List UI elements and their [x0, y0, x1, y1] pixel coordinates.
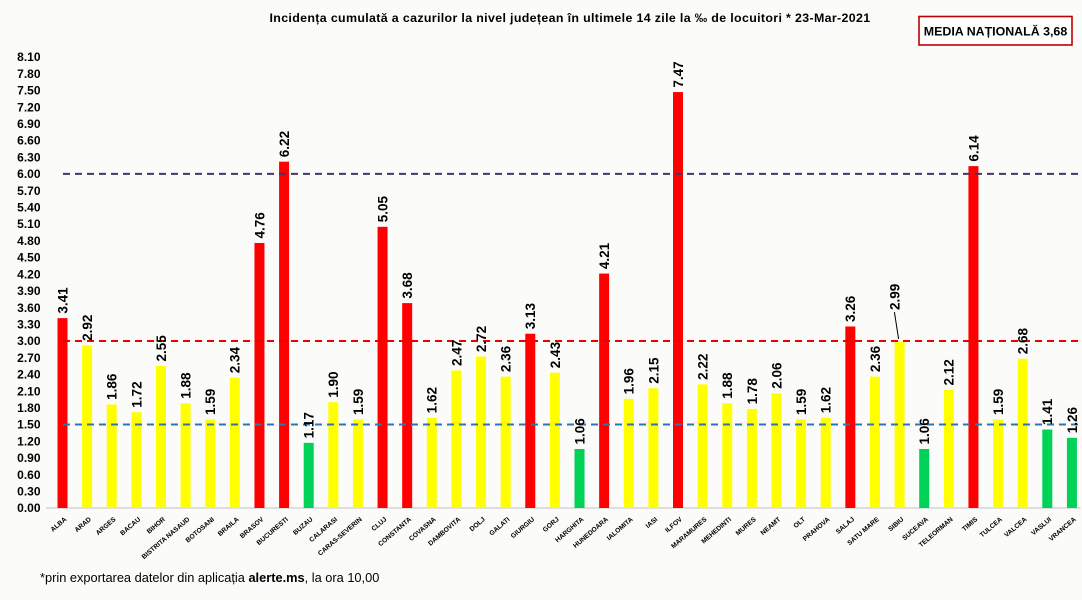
svg-text:2.92: 2.92	[80, 315, 95, 341]
svg-text:0.30: 0.30	[17, 485, 41, 499]
svg-text:1.96: 1.96	[622, 368, 637, 395]
svg-text:6.60: 6.60	[17, 134, 41, 148]
svg-text:3.41: 3.41	[55, 287, 70, 314]
svg-text:2.55: 2.55	[154, 335, 169, 362]
svg-text:1.59: 1.59	[794, 389, 809, 415]
svg-text:3.30: 3.30	[17, 318, 41, 332]
svg-text:1.59: 1.59	[203, 389, 218, 415]
svg-text:7.50: 7.50	[17, 84, 41, 98]
svg-text:6.22: 6.22	[277, 131, 292, 157]
svg-text:6.14: 6.14	[966, 135, 981, 162]
svg-text:1.06: 1.06	[917, 418, 932, 445]
svg-text:4.21: 4.21	[597, 242, 612, 269]
svg-text:5.05: 5.05	[376, 196, 391, 223]
svg-text:1.80: 1.80	[17, 401, 41, 415]
svg-text:5.40: 5.40	[17, 201, 41, 215]
svg-text:2.43: 2.43	[548, 341, 563, 368]
svg-text:3.60: 3.60	[17, 301, 41, 315]
svg-text:6.00: 6.00	[17, 167, 41, 181]
svg-text:3.90: 3.90	[17, 284, 41, 298]
svg-text:3.00: 3.00	[17, 334, 41, 348]
svg-text:1.88: 1.88	[179, 372, 194, 399]
svg-text:2.15: 2.15	[646, 357, 661, 384]
svg-text:2.36: 2.36	[499, 345, 514, 372]
svg-text:2.22: 2.22	[696, 354, 711, 380]
svg-text:1.17: 1.17	[302, 412, 317, 438]
svg-text:2.12: 2.12	[942, 359, 957, 385]
svg-text:1.62: 1.62	[819, 387, 834, 413]
svg-text:2.68: 2.68	[1016, 328, 1031, 355]
svg-text:2.06: 2.06	[769, 362, 784, 389]
svg-text:0.00: 0.00	[17, 501, 41, 515]
svg-text:5.10: 5.10	[17, 217, 41, 231]
svg-text:Incidența cumulată a cazurilor: Incidența cumulată a cazurilor la nivel …	[269, 11, 870, 25]
svg-text:5.70: 5.70	[17, 184, 41, 198]
svg-text:1.59: 1.59	[351, 389, 366, 415]
svg-text:6.90: 6.90	[17, 117, 41, 131]
svg-text:2.70: 2.70	[17, 351, 41, 365]
svg-text:1.72: 1.72	[129, 381, 144, 407]
svg-text:0.60: 0.60	[17, 468, 41, 482]
svg-text:*prin exportarea datelor din a: *prin exportarea datelor din aplicația a…	[40, 570, 379, 585]
svg-text:4.20: 4.20	[17, 267, 41, 281]
svg-text:2.72: 2.72	[474, 326, 489, 352]
svg-text:1.50: 1.50	[17, 418, 41, 432]
svg-text:8.10: 8.10	[17, 50, 41, 64]
svg-text:1.90: 1.90	[326, 371, 341, 397]
svg-text:1.86: 1.86	[105, 373, 120, 400]
svg-text:0.90: 0.90	[17, 451, 41, 465]
svg-text:7.20: 7.20	[17, 100, 41, 114]
svg-text:7.80: 7.80	[17, 67, 41, 81]
svg-text:6.30: 6.30	[17, 150, 41, 164]
svg-text:1.41: 1.41	[1040, 398, 1055, 425]
svg-text:1.06: 1.06	[572, 418, 587, 445]
svg-text:2.40: 2.40	[17, 368, 41, 382]
svg-text:1.78: 1.78	[745, 378, 760, 405]
svg-text:2.36: 2.36	[868, 345, 883, 372]
svg-text:2.99: 2.99	[887, 284, 902, 310]
svg-text:1.62: 1.62	[425, 387, 440, 413]
svg-text:7.47: 7.47	[671, 61, 686, 87]
svg-text:1.26: 1.26	[1065, 407, 1080, 434]
svg-text:2.47: 2.47	[449, 340, 464, 366]
svg-text:2.10: 2.10	[17, 384, 41, 398]
svg-text:1.88: 1.88	[720, 372, 735, 399]
svg-text:3.68: 3.68	[400, 272, 415, 299]
svg-text:4.50: 4.50	[17, 251, 41, 265]
svg-text:3.26: 3.26	[843, 295, 858, 322]
svg-text:3.13: 3.13	[523, 302, 538, 329]
svg-text:1.20: 1.20	[17, 434, 41, 448]
svg-text:4.76: 4.76	[252, 212, 267, 239]
svg-text:2.34: 2.34	[228, 346, 243, 373]
svg-text:MEDIA NAȚIONALĂ 3,68: MEDIA NAȚIONALĂ 3,68	[924, 24, 1068, 39]
svg-text:1.59: 1.59	[991, 389, 1006, 415]
svg-text:4.80: 4.80	[17, 234, 41, 248]
